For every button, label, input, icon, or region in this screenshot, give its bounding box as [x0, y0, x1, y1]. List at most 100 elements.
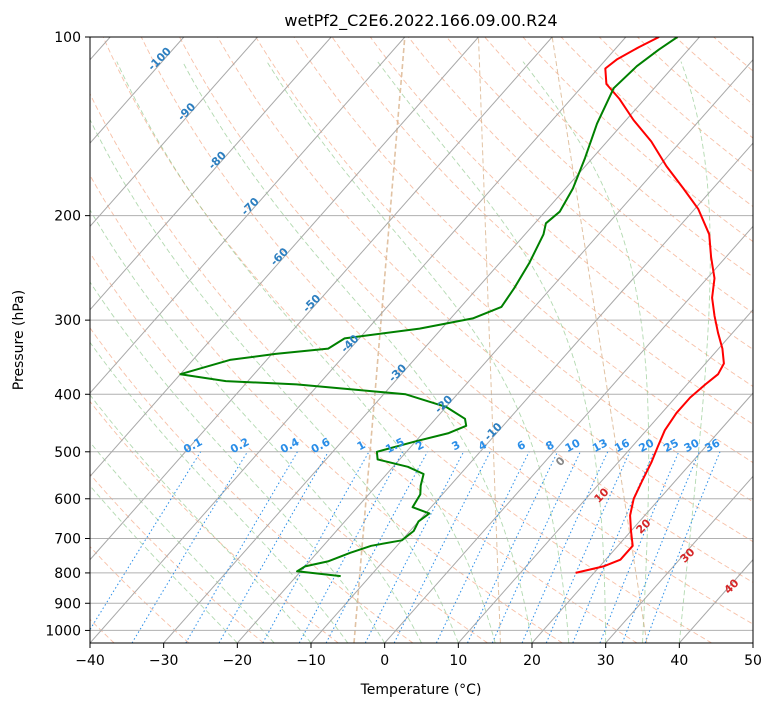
x-tick-label: 0: [380, 653, 389, 669]
moist-adiabat: [90, 341, 349, 643]
moist-adiabat: [90, 209, 422, 643]
isotherms: [90, 37, 753, 643]
moist-adiabat: [116, 61, 496, 643]
dry-adiabat: [140, 37, 753, 625]
dry-adiabat: [408, 37, 753, 350]
y-tick-label: 700: [54, 532, 81, 548]
x-tick-label: −30: [149, 653, 179, 669]
mixing-ratio-label: 16: [612, 436, 632, 455]
x-tick-label: 40: [670, 653, 688, 669]
isotherm: [531, 392, 753, 643]
chart-title: wetPf2_C2E6.2022.166.09.00.R24: [284, 11, 557, 31]
dry-adiabat: [217, 37, 753, 543]
dry-adiabat: [522, 37, 753, 243]
dry-adiabat: [560, 37, 753, 208]
y-tick-label: 100: [54, 30, 81, 46]
isotherm: [90, 37, 627, 643]
profile-series: [179, 37, 725, 578]
mixing-ratio-label: 20: [637, 436, 657, 455]
x-axis-label: Temperature (°C): [360, 682, 482, 698]
wet-bulb-curve: [353, 37, 406, 643]
mixing-ratio-line: [599, 451, 680, 643]
x-tick-label: −40: [75, 653, 105, 669]
mixing-ratio-line: [435, 451, 530, 643]
mixing-ratio-line: [185, 451, 298, 643]
dewpoint-profile-line: [179, 37, 678, 578]
y-axis-label: Pressure (hPa): [11, 290, 27, 390]
y-tick-label: 500: [54, 445, 81, 461]
y-tick-label: 800: [54, 566, 81, 582]
isotherm: [310, 142, 753, 643]
isotherm: [457, 308, 753, 643]
mixing-ratio-label: 10: [563, 436, 583, 455]
dry-adiabat: [90, 92, 638, 643]
mixing-ratio-line: [467, 451, 559, 643]
mixing-ratio-line: [131, 451, 248, 643]
y-tick-label: 600: [54, 492, 81, 508]
y-tick-label: 400: [54, 387, 81, 403]
dry-adiabat: [255, 37, 753, 503]
isotherm: [90, 37, 185, 144]
x-axis-ticks: −40 −30 −20 −10 0 10 20 30 40 50: [75, 643, 762, 669]
isotherm: [90, 37, 258, 228]
moist-adiabat: [90, 118, 459, 643]
dry-adiabat: [102, 37, 712, 643]
x-tick-label: −20: [223, 653, 253, 669]
mixing-ratio-label: 13: [590, 436, 610, 455]
x-tick-label: 30: [597, 653, 615, 669]
dry-adiabat: [179, 37, 753, 583]
y-tick-label: 1000: [45, 623, 81, 639]
x-tick-label: 10: [449, 653, 467, 669]
moist-adiabats: [90, 61, 711, 643]
mixing-ratio-line: [325, 451, 428, 643]
temperature-profile-line: [575, 37, 725, 574]
x-tick-label: −10: [296, 653, 326, 669]
wet-bulb-curve: [551, 37, 648, 643]
mixing-ratio-line: [521, 451, 609, 643]
dry-adiabat: [90, 327, 414, 643]
dry-adiabat: [484, 37, 753, 278]
plot-area: 0.1 0.2 0.4 0.6 1 1.5 2 3 4 6 8 10 13 16 20 25 30 36-100-…: [90, 37, 753, 643]
moist-adiabat: [522, 61, 650, 643]
dry-adiabat: [369, 37, 753, 387]
isotherm: [90, 37, 332, 311]
mixing-ratio-label: 36: [703, 436, 723, 455]
x-tick-label: 50: [744, 653, 762, 669]
moist-adiabat: [182, 61, 533, 643]
mixing-ratio-line: [298, 451, 404, 643]
dry-adiabat: [90, 252, 488, 643]
mixing-ratio-lines: [90, 451, 721, 643]
moist-adiabat: [266, 61, 570, 643]
dry-adiabats: [90, 37, 753, 643]
moist-adiabat: [377, 61, 607, 643]
y-axis-ticks: 100 200 300 400 500 600 700 800 900 1000: [45, 30, 90, 639]
wet-bulb-curves: [353, 37, 648, 643]
wet-bulb-curve: [478, 37, 501, 643]
mixing-ratio-label: 25: [661, 436, 681, 455]
y-tick-label: 300: [54, 313, 81, 329]
plot-frame: [89, 36, 754, 644]
x-tick-label: 20: [523, 653, 541, 669]
isotherm: [90, 37, 553, 561]
mixing-ratio-line: [491, 451, 581, 643]
dry-adiabat: [293, 37, 753, 464]
isotherm: [90, 37, 406, 394]
isotherm: [384, 225, 753, 643]
mixing-ratio-label: 30: [682, 436, 702, 455]
mixing-ratio-line: [218, 451, 329, 643]
dry-adiabat: [331, 37, 753, 425]
moist-adiabat: [90, 441, 275, 643]
isotherm: [605, 475, 753, 643]
mixing-ratio-line: [262, 451, 370, 643]
mixing-ratio-line: [90, 451, 202, 631]
moist-adiabat: [90, 281, 386, 643]
y-tick-label: 900: [54, 596, 81, 612]
moist-adiabat: [90, 485, 238, 643]
moist-adiabat: [678, 61, 711, 643]
y-tick-label: 200: [54, 209, 81, 225]
isotherm: [90, 37, 479, 478]
isotherm: [236, 59, 753, 643]
isotherm: [163, 37, 700, 643]
